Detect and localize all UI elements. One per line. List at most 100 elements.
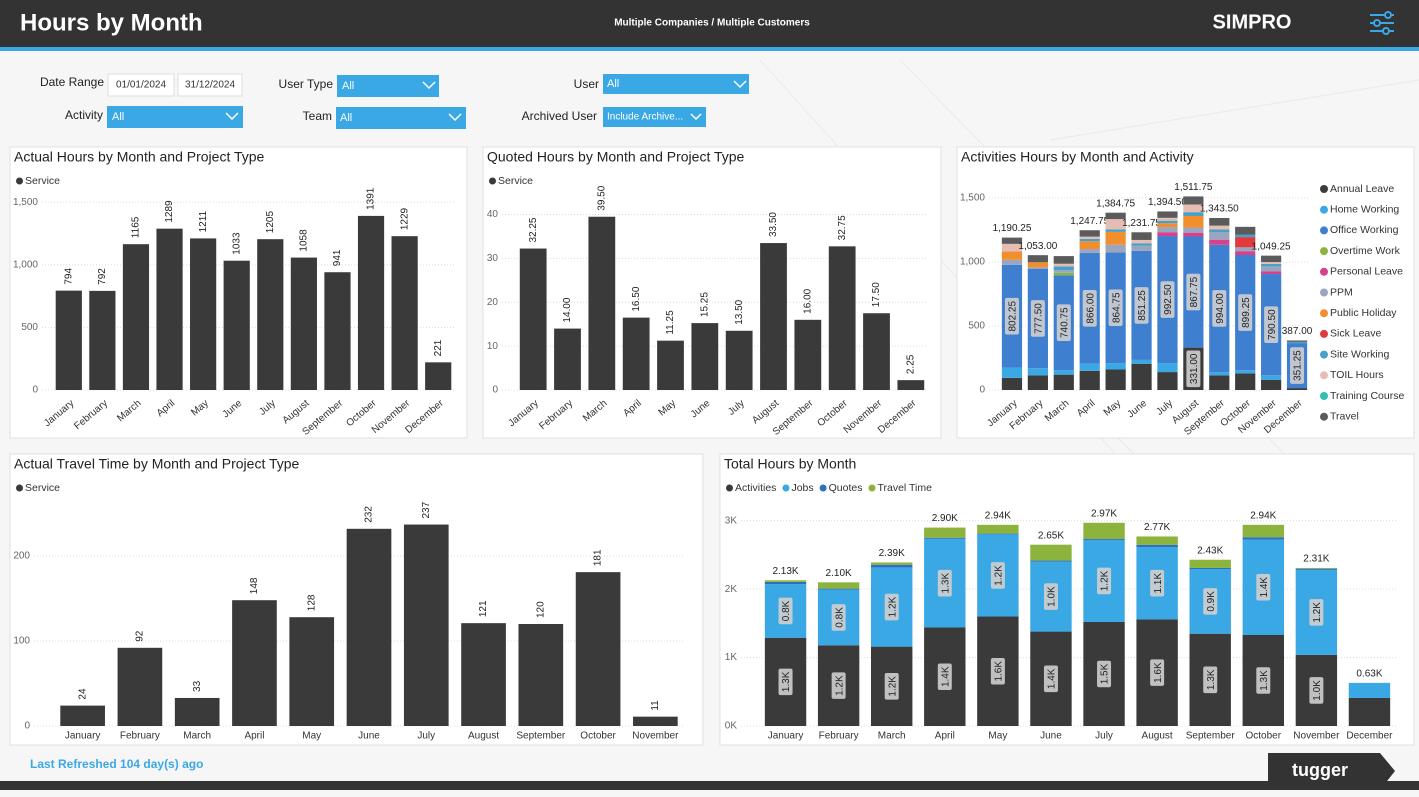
date-to[interactable]: 31/12/2024 [185, 80, 235, 91]
label-box [778, 668, 793, 696]
dropdown[interactable] [107, 106, 243, 128]
dropdown-value[interactable]: All [342, 80, 354, 92]
bar [828, 246, 856, 390]
data-label: 0.8K [781, 600, 792, 621]
bar-segment [1235, 237, 1256, 248]
dropdown[interactable] [603, 107, 706, 127]
legend-label: Personal Leave [1330, 266, 1403, 278]
dropdown[interactable] [336, 107, 466, 129]
label-box [884, 593, 899, 621]
bar [657, 340, 684, 390]
data-label: 32.75 [837, 215, 848, 240]
data-label: 992.50 [1163, 284, 1174, 315]
bar [232, 600, 277, 726]
data-label: 1.2K [1312, 602, 1323, 623]
data-label: 899.25 [1241, 297, 1252, 328]
total-label: 2.39K [879, 548, 905, 559]
y-tick-label: 1,000 [13, 259, 38, 270]
label-box [990, 562, 1005, 589]
bar [223, 260, 250, 390]
bar-segment [1030, 544, 1072, 561]
bar [174, 697, 220, 726]
bar-segment [1209, 231, 1230, 240]
legend-swatch [1320, 329, 1328, 338]
bar-segment [1105, 244, 1126, 253]
bar-segment [1027, 375, 1048, 390]
data-label: 792 [97, 268, 108, 285]
bar-segment [1157, 211, 1178, 218]
dropdown-value[interactable]: All [112, 111, 124, 123]
chevron[interactable] [448, 113, 462, 122]
bar-segment [1235, 234, 1256, 238]
y-tick-label: 20 [487, 297, 499, 308]
data-label: 851.25 [1137, 290, 1148, 321]
data-label: 1229 [399, 207, 410, 230]
bar-segment [1183, 216, 1204, 228]
dropdown[interactable] [337, 75, 439, 97]
bar-segment [1053, 263, 1074, 267]
label-box [1309, 677, 1324, 704]
date-input[interactable] [107, 73, 175, 97]
label-box [1004, 297, 1019, 335]
bar-segment [1242, 537, 1284, 540]
filter-label: User [574, 77, 599, 91]
chevron[interactable] [225, 112, 239, 121]
chart-panel: Quoted Hours by Month and Project Type 0 1… [482, 146, 942, 439]
chevron[interactable] [422, 81, 436, 90]
data-label: 32.25 [528, 217, 539, 242]
label-box [1309, 599, 1324, 626]
date-input[interactable] [177, 73, 243, 97]
data-label: 1.6K [994, 661, 1005, 682]
legend-swatch [782, 484, 790, 492]
bar-segment [1295, 567, 1338, 569]
bar-segment [1079, 241, 1100, 250]
y-tick-label: 0K [725, 721, 738, 732]
dropdown-value[interactable]: All [340, 112, 352, 124]
x-tick-label: June [1040, 731, 1062, 742]
label-box [1097, 660, 1112, 688]
bar-segment [1105, 369, 1126, 390]
refresh-note: Last Refreshed 104 day(s) ago [30, 757, 203, 771]
bar-segment [1348, 697, 1391, 726]
bar-segment [871, 562, 913, 565]
data-label: 16.00 [802, 288, 813, 313]
date-from[interactable]: 01/01/2024 [116, 80, 166, 91]
filter-icon[interactable] [1370, 11, 1394, 35]
bar-segment [1027, 368, 1048, 376]
bar-segment [1235, 251, 1256, 256]
y-tick-label: 1,500 [13, 197, 38, 208]
total-label: 2.65K [1038, 530, 1064, 541]
data-label: 1.6K [1153, 662, 1164, 683]
data-label: 1.0K [1312, 680, 1323, 701]
x-tick-label: January [768, 731, 804, 742]
data-label: 17.50 [871, 282, 882, 307]
bar [346, 528, 392, 726]
legend-label: Training Course [1330, 390, 1404, 402]
label-box [1238, 294, 1253, 331]
bar [117, 647, 163, 726]
bar-segment [1105, 363, 1126, 370]
bar [289, 617, 335, 726]
y-tick-label: 500 [968, 321, 985, 332]
data-label: 994.00 [1215, 293, 1226, 324]
legend-swatch [1320, 392, 1328, 400]
data-label: 941 [332, 249, 343, 266]
label-box [1203, 588, 1218, 615]
chevron[interactable] [733, 80, 747, 89]
y-tick-label: 500 [21, 322, 38, 333]
chart-panel: Actual Hours by Month and Project Type 0 5… [9, 146, 468, 439]
data-label: 16.50 [631, 286, 642, 311]
dropdown[interactable] [603, 74, 749, 94]
y-tick-label: 1,500 [960, 193, 985, 204]
dropdown-value[interactable]: Include Archive... [607, 112, 683, 123]
data-label: 740.75 [1059, 307, 1070, 338]
data-label: 121 [478, 600, 489, 617]
bar-segment [1053, 256, 1074, 264]
bar-segment [1157, 223, 1178, 228]
bar-segment [817, 582, 860, 589]
bar-segment [1131, 245, 1152, 251]
chart-title: Quoted Hours by Month and Project Type [487, 149, 745, 165]
dropdown-value[interactable]: All [607, 78, 619, 90]
chevron[interactable] [690, 113, 702, 121]
bar [518, 624, 564, 726]
